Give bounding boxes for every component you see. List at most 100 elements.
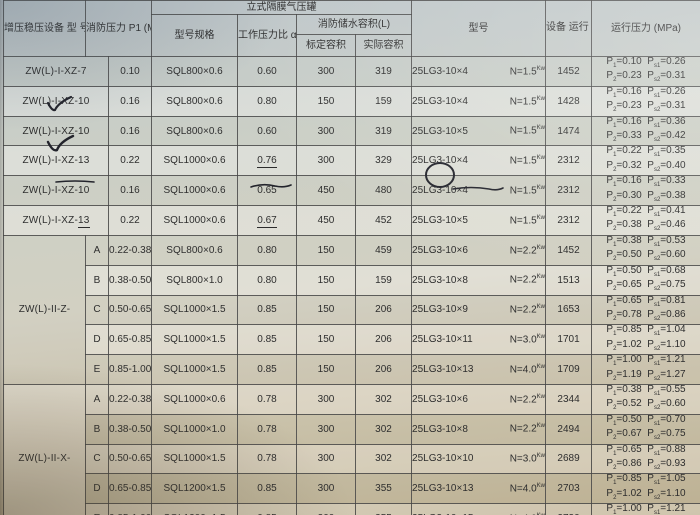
table-cell: 2344	[545, 383, 593, 415]
table-cell: 0.16	[107, 115, 153, 147]
table-cell: 0.85	[237, 503, 298, 515]
table-row: E0.85-1.00SQL1200×1.50.8530035525LG3-10×…	[3, 503, 700, 515]
table-row: ZW(L)-I-XZ-13 0.22 SQL1000×0.6 0.67 450 452 25…	[3, 205, 700, 236]
table-cell: 2494	[545, 413, 593, 445]
table-cell: SQL800×0.6	[151, 56, 239, 87]
table-cell: ZW(L)-I-XZ-10	[3, 115, 109, 147]
table-cell: SQL1000×0.6	[151, 205, 239, 236]
table-cell: SQL800×1.0	[151, 264, 239, 296]
table-cell: P1=0.16 Ps1=0.26 P2=0.23 Ps2=0.31	[591, 85, 700, 117]
table-cell: 450	[296, 205, 357, 236]
table-cell: 0.85	[237, 324, 298, 356]
table-cell: E	[85, 354, 109, 385]
table-cell: 452	[355, 205, 413, 236]
table-cell: 0.60	[237, 56, 298, 87]
table-cell: 0.65-0.85	[107, 473, 153, 505]
table-cell: 300	[296, 56, 357, 87]
table-cell: 300	[296, 413, 357, 445]
table-cell: 206	[355, 294, 413, 326]
table-cell: ZW(L)-II-X-	[3, 383, 86, 515]
table-cell: 150	[296, 294, 357, 326]
table-cell: 329	[355, 145, 413, 177]
table-cell: 0.16	[107, 175, 153, 207]
table-cell: 206	[355, 324, 413, 356]
table-row: ZW(L)-I-XZ-10 0.16 SQL800×0.6 0.60 300 319 25L…	[3, 115, 700, 147]
table-cell: 25LG3-10×15N=4.0Kw	[411, 503, 547, 515]
table-cell: 300	[296, 473, 357, 505]
table-cell: 0.85	[237, 473, 298, 505]
table-row: ZW(L)-II-X- A 0.22-0.38 SQL1000×0.6 0.78 300 3…	[3, 383, 700, 515]
table-cell: 1709	[545, 354, 593, 385]
table-cell: 25LG3-10×10 N=3.0Kw	[411, 443, 547, 475]
table-cell: 25LG3-10×13 N=4.0Kw	[411, 473, 547, 505]
table-cell: 450	[296, 175, 357, 207]
table-cell: A	[85, 383, 109, 415]
table-cell: 0.22	[107, 145, 153, 177]
table-cell: 1474	[545, 115, 593, 147]
table-cell: ZW(L)-II-Z-	[3, 234, 86, 385]
table-cell: 0.78	[237, 443, 298, 475]
table-cell: 0.85-1.00	[107, 354, 153, 385]
table-row: B 0.38-0.50 SQL1000×1.0 0.78 300 302 25LG3-10×…	[4, 413, 700, 445]
header-tank-spec: 型号规格	[151, 14, 239, 57]
table-cell: C	[85, 443, 109, 475]
table-cell: SQL800×0.6	[151, 234, 239, 266]
table-cell: 319	[355, 56, 413, 87]
table-cell: P1=0.16 Ps1=0.33 P2=0.30 Ps2=0.38	[591, 175, 700, 207]
table-cell: B	[85, 264, 109, 296]
table-cell: 2312	[545, 205, 593, 236]
table-cell: 1513	[545, 264, 593, 296]
table-cell: A	[85, 234, 109, 266]
table-cell: 150	[296, 264, 357, 296]
table-row: D 0.65-0.85 SQL1000×1.5 0.85 150 206 25LG3-10×…	[3, 324, 700, 356]
table-cell: 25LG3-10×4 N=1.5Kw	[411, 56, 547, 87]
table-cell: 0.50-0.65	[107, 443, 153, 475]
table-cell: 459	[355, 234, 413, 266]
table-cell: B	[85, 413, 109, 445]
header-work-ratio: 工作压力比 αb	[237, 14, 298, 57]
table-cell: P1=0.50 Ps1=0.70 P2=0.67 Ps2=0.75	[591, 413, 700, 445]
table-cell: ZW(L)-I-XZ-10	[3, 175, 109, 207]
table-cell: P1=0.10 Ps1=0.26 P2=0.23 Ps2=0.31	[591, 56, 700, 87]
header-rated-volume: 标定容积	[296, 34, 357, 57]
table-cell: 0.85-1.00	[107, 503, 153, 515]
spec-table-body: ZW(L)-I-XZ-7 0.10 SQL800×0.6 0.60 300 319 25LG…	[3, 56, 700, 515]
table-cell: 2312	[545, 175, 593, 207]
header-actual-volume: 实际容积	[355, 34, 413, 57]
table-row: ZW(L)-I-XZ-7 0.10 SQL800×0.6 0.60 300 319 25LG…	[3, 56, 700, 87]
table-cell: 1452	[545, 56, 593, 87]
table-cell: P1=0.38 Ps1=0.55 P2=0.52 Ps2=0.60	[591, 383, 700, 415]
table-cell: 150	[296, 354, 357, 385]
table-cell: 0.22-0.38	[107, 383, 153, 415]
table-cell: 0.38-0.50	[107, 413, 153, 445]
table-cell: P1=0.85 Ps1=1.05 P2=1.02 Ps2=1.10	[591, 473, 700, 505]
table-cell: ZW(L)-I-XZ-7	[3, 56, 109, 87]
table-row: ZW(L)-I-XZ-10 0.16 SQL1000×0.6 0.65 450 480 25…	[3, 175, 700, 207]
table-row: E 0.85-1.00 SQL1000×1.5 0.85 150 206 25LG3-10×…	[4, 354, 700, 385]
table-cell: 0.85	[237, 294, 298, 326]
table-cell: 0.76	[237, 145, 298, 177]
table-cell: P1=1.00 Ps1=1.21 P2=1.19 Ps2=1.27	[591, 354, 700, 385]
table-cell: 0.78	[237, 383, 298, 415]
table-cell: 0.60	[237, 115, 298, 147]
header-row-3: 标定容积 实际容积	[4, 34, 700, 57]
table-cell: 0.78	[237, 413, 298, 445]
header-row-1: 增压稳压设备 型 号 消防压力 P1 (MPa) 立式隔膜气压罐 型号 设备 运…	[3, 0, 700, 57]
table-cell: 25LG3-10×5 N=1.5Kw	[411, 115, 547, 147]
table-cell: 0.22-0.38	[107, 234, 153, 266]
table-row: ZW(L)-I-XZ-13 0.22 SQL1000×0.6 0.76 300 329 25…	[3, 145, 700, 177]
table-cell: SQL800×0.6	[151, 85, 239, 117]
table-cell: 25LG3-10×4 N=1.5Kw	[411, 85, 547, 117]
table-cell: P1=0.50 Ps1=0.68 P2=0.65 Ps2=0.75	[591, 264, 700, 296]
table-cell: 0.80	[237, 234, 298, 266]
table-cell: 300	[296, 115, 357, 147]
header-equip-model: 增压稳压设备 型 号	[3, 0, 86, 57]
table-cell: 480	[355, 175, 413, 207]
table-cell: ZW(L)-I-XZ-13	[3, 205, 109, 236]
table-cell: 2703	[545, 473, 593, 505]
table-cell: 0.38-0.50	[107, 264, 153, 296]
table-cell: 150	[296, 85, 357, 117]
table-cell: 2312	[545, 145, 593, 177]
